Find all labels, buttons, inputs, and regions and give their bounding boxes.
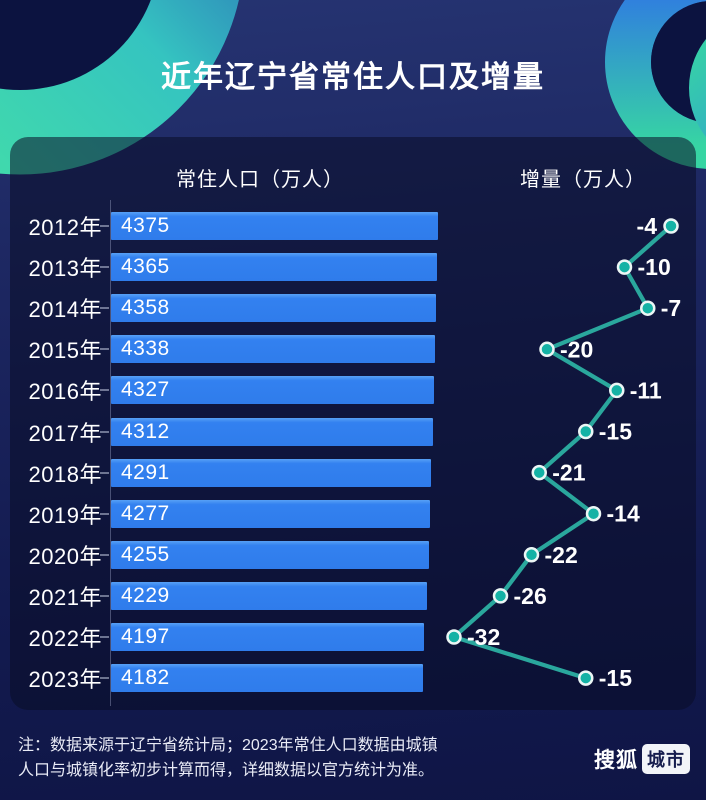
page-title: 近年辽宁省常住人口及增量: [161, 61, 545, 94]
population-bar: 4338: [111, 335, 435, 364]
axis-tick: [100, 266, 109, 269]
population-value: 4291: [121, 460, 170, 484]
column-header-increment: 增量（万人）: [520, 169, 646, 191]
population-bar: 4197: [111, 623, 425, 651]
sohu-city-logo: 搜狐 城市: [594, 744, 690, 774]
ring-top-right-inner-icon: [689, 39, 706, 137]
chart-row: 2023年 4182: [0, 658, 706, 699]
year-label: 2023年: [28, 667, 102, 693]
chart-row: 2022年 4197: [0, 617, 706, 658]
population-value: 4182: [121, 666, 170, 690]
chart-row: 2016年 4327: [0, 370, 706, 411]
chart-row: 2019年 4277: [0, 493, 706, 534]
axis-tick: [100, 348, 109, 351]
year-label: 2014年: [28, 297, 102, 323]
population-bar: 4312: [111, 417, 433, 446]
population-bar: 4327: [111, 376, 434, 405]
ring-top-right-icon: [605, 0, 706, 169]
column-header-population: 常住人口（万人）: [176, 169, 344, 191]
axis-tick: [100, 471, 109, 474]
chart-row: 2020年 4255: [0, 534, 706, 575]
circle-top-left-icon: [0, 0, 151, 90]
axis-tick: [100, 636, 109, 638]
chart-row: 2013年 4365: [0, 247, 706, 288]
axis-tick: [100, 677, 109, 680]
year-label: 2019年: [28, 502, 102, 528]
axis-tick: [100, 594, 109, 597]
population-bar: 4182: [111, 664, 424, 693]
footnote-line2: 人口与城镇化率初步计算而得，详细数据以官方统计为准。: [18, 762, 435, 779]
year-label: 2021年: [28, 584, 102, 610]
population-value: 4375: [121, 214, 170, 237]
chart-row: 2017年 4312: [0, 411, 706, 452]
population-value: 4229: [121, 583, 170, 607]
chart-row: 2015年 4338: [0, 329, 706, 370]
year-label: 2015年: [28, 338, 102, 364]
population-value: 4365: [121, 255, 170, 279]
population-value: 4358: [121, 296, 170, 320]
year-label: 2013年: [28, 256, 102, 282]
chart-row: 2014年 4358: [0, 288, 706, 329]
year-label: 2016年: [28, 379, 102, 405]
population-value: 4277: [121, 501, 170, 525]
ring-top-left-icon: [0, 0, 239, 175]
year-label: 2017年: [28, 420, 102, 446]
logo-brand-text: 搜狐: [594, 749, 638, 772]
year-label: 2018年: [28, 461, 102, 487]
population-bar: 4358: [111, 294, 437, 323]
chart-row: 2021年 4229: [0, 575, 706, 616]
axis-tick: [100, 553, 109, 556]
population-bar: 4255: [111, 540, 429, 569]
axis-tick: [100, 512, 109, 515]
population-bar: 4291: [111, 458, 432, 487]
population-bar: 4375: [111, 212, 438, 240]
population-value: 4197: [121, 625, 170, 648]
population-value: 4327: [121, 378, 170, 402]
axis-tick: [100, 430, 109, 433]
year-label: 2020年: [28, 543, 102, 569]
footnote-line1: 注：数据来源于辽宁省统计局；2023年常住人口数据由城镇: [18, 737, 438, 754]
population-bar: 4229: [111, 581, 427, 610]
logo-badge-text: 城市: [642, 744, 690, 774]
chart-row: 2012年 4375: [0, 206, 706, 247]
population-value: 4312: [121, 419, 170, 443]
population-value: 4255: [121, 542, 170, 566]
footnote: 注：数据来源于辽宁省统计局；2023年常住人口数据由城镇 人口与城镇化率初步计算…: [18, 733, 448, 783]
axis-tick: [100, 307, 109, 310]
axis-tick: [100, 389, 109, 392]
year-label: 2012年: [28, 215, 102, 240]
population-bar: 4277: [111, 499, 431, 528]
year-label: 2022年: [28, 626, 102, 651]
population-bar: 4365: [111, 253, 437, 282]
axis-tick: [100, 225, 109, 227]
population-value: 4338: [121, 337, 170, 361]
chart-row: 2018年 4291: [0, 452, 706, 493]
bar-axis-line: [110, 200, 111, 706]
